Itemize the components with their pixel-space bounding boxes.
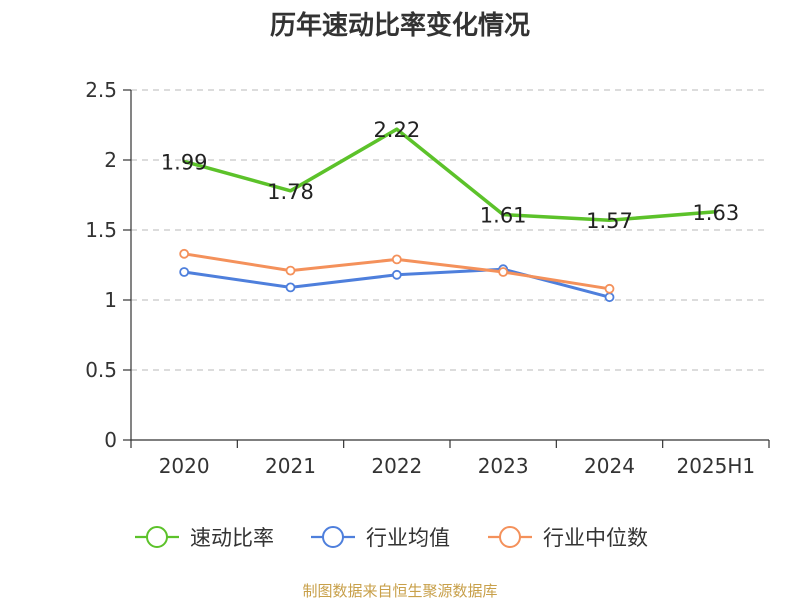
y-tick-label: 1 [104, 288, 117, 312]
data-point [604, 283, 615, 294]
axes: 0 0.5 1 1.5 2 2.5 2020 2021 2022 2023 2024 2025H1 [85, 78, 770, 478]
data-label: 1.99 [161, 150, 208, 174]
legend-marker [499, 526, 521, 548]
data-point [179, 248, 190, 259]
x-tick-label: 2023 [478, 454, 529, 478]
data-label: 1.61 [480, 204, 527, 228]
y-tick-label: 2.5 [85, 78, 117, 102]
grid-lines [131, 89, 769, 371]
chart-title: 历年速动比率变化情况 [270, 10, 530, 41]
source-note: 制图数据来自恒生聚源数据库 [302, 582, 497, 600]
y-tick-label: 2 [104, 148, 117, 172]
legend-marker [146, 526, 168, 548]
data-label: 2.22 [373, 118, 420, 142]
x-tick-label: 2021 [265, 454, 316, 478]
data-point [391, 269, 402, 280]
legend-item[interactable]: 行业中位数 [488, 526, 648, 550]
legend-label: 速动比率 [190, 526, 274, 550]
data-label: 1.57 [586, 209, 633, 233]
data-point [179, 267, 190, 277]
x-tick-label: 2022 [371, 454, 422, 478]
data-labels: 1.99 1.78 2.22 1.61 1.57 1.63 [161, 118, 739, 233]
data-label: 1.63 [692, 201, 739, 225]
data-point [498, 267, 509, 277]
data-point [285, 265, 296, 276]
legend-item[interactable]: 速动比率 [135, 526, 274, 550]
data-point [285, 282, 296, 293]
data-point [604, 292, 615, 303]
data-point [391, 254, 402, 265]
legend-label: 行业均值 [366, 526, 450, 550]
data-label: 1.78 [267, 180, 314, 204]
series-line-0 [182, 127, 718, 222]
legend-label: 行业中位数 [543, 526, 648, 550]
y-tick-label: 0.5 [85, 358, 117, 382]
x-tick-label: 2025H1 [676, 454, 755, 478]
legend-marker [322, 526, 344, 548]
series-lines [179, 127, 718, 303]
x-tick-label: 2020 [159, 454, 210, 478]
x-tick-label: 2024 [584, 454, 635, 478]
y-tick-label: 0 [104, 428, 117, 452]
legend: 速动比率 行业均值 行业中位数 [135, 526, 648, 550]
y-tick-label: 1.5 [85, 218, 117, 242]
legend-item[interactable]: 行业均值 [311, 526, 450, 550]
